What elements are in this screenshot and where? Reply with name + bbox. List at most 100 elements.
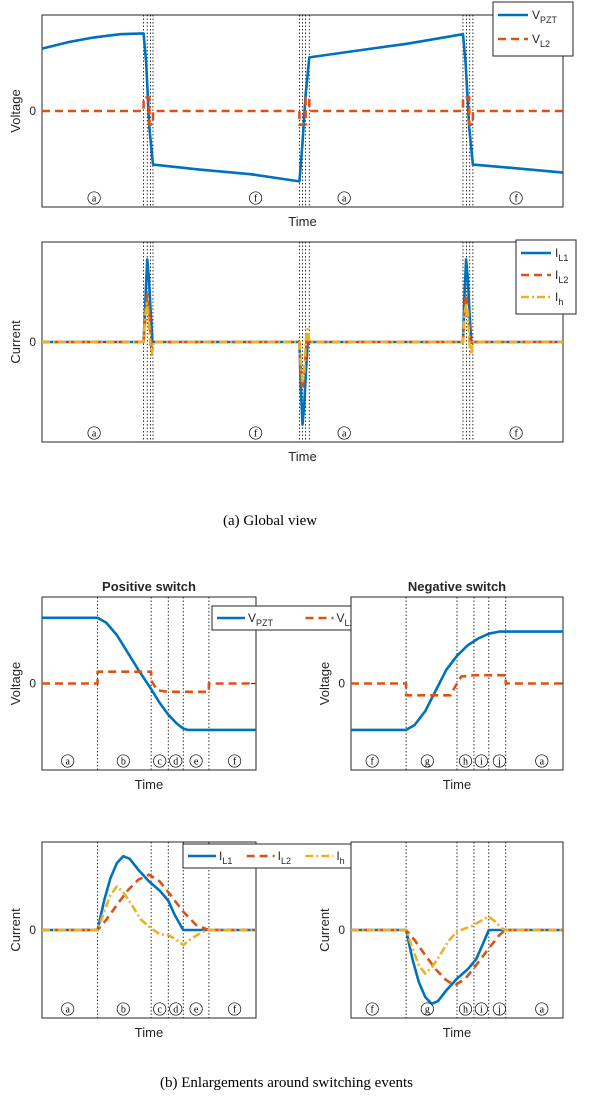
- y-tick-label: 0: [338, 677, 345, 691]
- region-label: f: [514, 429, 518, 440]
- region-label: b: [121, 1005, 126, 1016]
- region-marker: [474, 754, 488, 768]
- region-marker: [169, 754, 183, 768]
- legend-label: VPZT: [532, 8, 558, 25]
- region-label: f: [233, 757, 237, 768]
- region-label: f: [254, 194, 258, 205]
- legend-label: VL2: [532, 32, 550, 49]
- region-marker: [365, 754, 379, 768]
- x-axis-label: Time: [288, 449, 316, 464]
- legend: VPZT VL2: [492, 1, 574, 57]
- series-line-I_L1: [42, 258, 563, 426]
- region-marker: [509, 426, 523, 440]
- chart-pos-current: 0 a b c d e f Time Current IL1 IL2 Ih: [8, 841, 360, 1040]
- region-marker: [116, 754, 130, 768]
- legend-label: Ih: [336, 849, 344, 866]
- x-axis-label: Time: [443, 1025, 471, 1040]
- region-marker: [153, 1002, 167, 1016]
- region-marker: [458, 754, 473, 768]
- region-label: c: [157, 757, 162, 768]
- legend-label: VPZT: [248, 611, 274, 628]
- chart-neg-current: 0 f g h i j a Time Current: [317, 841, 564, 1040]
- region-label: a: [342, 429, 347, 440]
- y-axis-label: Current: [8, 908, 23, 952]
- legend: IL1 IL2 Ih: [182, 843, 360, 869]
- region-marker: [153, 754, 167, 768]
- region-label: a: [92, 429, 97, 440]
- region-label: a: [92, 194, 97, 205]
- y-tick-label: 0: [338, 923, 345, 937]
- region-label: f: [514, 194, 518, 205]
- region-marker: [420, 1002, 434, 1016]
- region-marker: [535, 1002, 549, 1016]
- region-label: a: [342, 194, 347, 205]
- chart-neg-voltage: 0 f g h i j a Time Voltage Negative switch: [317, 579, 564, 792]
- legend-label: IL2: [555, 268, 568, 285]
- series-line-I_h: [42, 301, 563, 383]
- region-marker: [420, 754, 434, 768]
- region-label: i: [480, 1005, 483, 1016]
- x-axis-label: Time: [288, 214, 316, 229]
- series-line-V_L2: [351, 673, 563, 697]
- region-label: a: [540, 757, 545, 768]
- region-marker: [228, 1002, 242, 1016]
- y-axis-label: Voltage: [8, 89, 23, 132]
- legend-label: IL1: [219, 849, 232, 866]
- region-marker: [458, 1002, 473, 1016]
- legend-label: Ih: [555, 290, 563, 307]
- caption-enlargements: (b) Enlargements around switching events: [160, 1075, 413, 1091]
- region-label: a: [65, 1005, 70, 1016]
- region-label: i: [480, 757, 483, 768]
- y-axis-label: Current: [8, 320, 23, 364]
- region-marker: [509, 191, 523, 205]
- region-marker: [474, 1002, 488, 1016]
- region-marker: [169, 1002, 183, 1016]
- region-marker: [492, 754, 506, 768]
- region-label: g: [425, 757, 430, 768]
- y-tick-label: 0: [29, 104, 36, 118]
- legend-box: [492, 1, 574, 57]
- region-marker: [61, 754, 75, 768]
- series-line-I_L2: [351, 928, 563, 987]
- region-label: c: [157, 1005, 162, 1016]
- region-label: f: [371, 1005, 375, 1016]
- legend-label: IL1: [555, 246, 568, 263]
- series-line-I_L1: [42, 854, 256, 932]
- region-label: f: [233, 1005, 237, 1016]
- caption-global-view: (a) Global view: [223, 513, 317, 529]
- region-label: a: [65, 757, 70, 768]
- chart-title: Negative switch: [408, 579, 506, 594]
- chart-global-current: 0 a f a f Time Current IL1 IL2 Ih: [8, 239, 577, 464]
- region-label: e: [194, 757, 199, 768]
- y-tick-label: 0: [29, 923, 36, 937]
- legend-label: VL2: [337, 611, 355, 628]
- series-line-I_L1: [351, 928, 563, 1006]
- series-line-V_L2: [42, 670, 256, 694]
- region-marker: [249, 426, 263, 440]
- series-line-V_PZT: [351, 630, 563, 732]
- series-line-I_h: [42, 885, 256, 947]
- region-label: h: [463, 757, 468, 768]
- x-axis-label: Time: [135, 1025, 163, 1040]
- region-label: j: [497, 757, 501, 768]
- region-label: h: [463, 1005, 468, 1016]
- series-line-V_L2: [42, 96, 563, 126]
- y-axis-label: Current: [317, 908, 332, 952]
- region-marker: [87, 426, 101, 440]
- region-label: e: [194, 1005, 199, 1016]
- region-marker: [189, 1002, 203, 1016]
- region-marker: [61, 1002, 75, 1016]
- region-marker: [492, 1002, 506, 1016]
- x-axis-label: Time: [135, 777, 163, 792]
- region-marker: [535, 754, 549, 768]
- series-line-I_h: [351, 915, 563, 975]
- legend-label: IL2: [278, 849, 291, 866]
- region-label: g: [425, 1005, 430, 1016]
- y-axis-label: Voltage: [317, 662, 332, 705]
- region-label: b: [121, 757, 126, 768]
- legend: IL1 IL2 Ih: [515, 239, 577, 315]
- region-marker: [228, 754, 242, 768]
- region-label: f: [371, 757, 375, 768]
- y-tick-label: 0: [29, 677, 36, 691]
